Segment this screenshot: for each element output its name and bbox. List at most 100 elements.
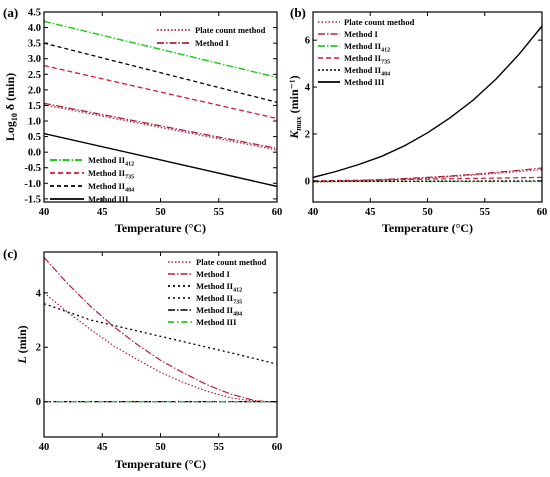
- y-axis-label-rest: (min⁻¹): [287, 75, 301, 116]
- y-tick-label: 1.5: [28, 101, 41, 112]
- legend-entry: Method II735: [344, 53, 390, 66]
- y-tick-label: 3.0: [28, 54, 41, 65]
- legend-entry-name: Method II: [88, 181, 126, 191]
- x-tick-label: 55: [480, 207, 491, 218]
- y-tick-label: -0.5: [24, 163, 41, 174]
- series-line-1: [44, 104, 277, 151]
- series-line-2: [44, 102, 277, 150]
- legend-entry: Method I: [344, 29, 378, 39]
- y-axis-label-sub: 10: [10, 113, 19, 121]
- x-axis-label: Temperature (°C): [115, 221, 206, 235]
- chart-panel-2: 40 45 50 55 60 0 2 4 6 (b) Temperature (°C) Kmax (m…: [287, 5, 547, 235]
- x-tick-label: 50: [155, 207, 166, 218]
- legend-entry-name: Plate count method: [344, 17, 415, 27]
- panel-label: (b): [290, 5, 306, 20]
- y-tick-label: 1.0: [28, 117, 41, 128]
- legend-entry: Method I: [196, 269, 230, 279]
- legend-entry: Method II412: [344, 41, 390, 54]
- legend-entry-name: Method II: [344, 41, 382, 51]
- x-tick-label: 50: [155, 442, 166, 453]
- legend-entry: Method II484: [344, 65, 390, 78]
- legend-entry: Plate count method: [195, 25, 266, 35]
- y-axis-label-rest: (min): [15, 325, 29, 356]
- y-axis-label: Kmax (min⁻¹): [287, 75, 303, 139]
- y-axis-label-base: Log: [3, 121, 17, 141]
- legend-entry: Method II412: [88, 155, 134, 168]
- y-axis-label-base: L: [15, 356, 29, 364]
- plot-frame: [43, 251, 278, 438]
- legend-entry-sub: 412: [125, 162, 134, 168]
- x-axis-label: Temperature (°C): [382, 221, 473, 235]
- legend-entry: Plate count method: [196, 257, 267, 267]
- x-tick-label: 60: [272, 207, 283, 218]
- y-tick-label: 4.0: [28, 23, 41, 34]
- legend-entry-name: Method II: [196, 305, 234, 315]
- y-tick-label: 0.0: [28, 148, 41, 159]
- legend-entry: Method II412: [196, 281, 242, 294]
- legend-entry-name: Method I: [195, 38, 229, 48]
- legend-entry-name: Method I: [344, 29, 378, 39]
- legend-entry: Method I: [195, 38, 229, 48]
- series-line-6: [44, 132, 277, 188]
- y-tick-label: 4.5: [28, 8, 41, 19]
- y-tick-label: 0: [36, 397, 41, 408]
- x-tick-label: 45: [97, 207, 108, 218]
- legend-entry-name: Method I: [196, 269, 230, 279]
- y-tick-label: 2.5: [28, 70, 41, 81]
- y-tick-label: 2.0: [28, 85, 41, 96]
- y-tick-label: -1.5: [24, 194, 41, 205]
- legend-entry: Method III: [88, 194, 129, 204]
- legend-entry-name: Method II: [196, 281, 234, 291]
- legend-entry-name: Method III: [196, 317, 237, 327]
- legend-entry-sub: 484: [125, 188, 134, 194]
- panel-label: (c): [3, 246, 17, 261]
- legend-entry-name: Method III: [88, 194, 129, 204]
- series-line-3: [44, 20, 277, 79]
- legend-entry-name: Method II: [344, 53, 382, 63]
- y-axis-label-base: K: [287, 130, 301, 140]
- x-tick-label: 55: [214, 207, 225, 218]
- legend-entry-sub: 735: [233, 300, 242, 306]
- legend-entry-sub: 484: [381, 72, 390, 78]
- legend-entry-sub: 412: [381, 48, 390, 54]
- legend-entry-sub: 735: [125, 175, 134, 181]
- legend-entry: Method II735: [196, 293, 242, 306]
- legend-entry: Method II735: [88, 168, 134, 181]
- x-tick-label: 60: [537, 207, 548, 218]
- legend-entry: Method III: [196, 317, 237, 327]
- x-tick-label: 40: [39, 442, 50, 453]
- series-line-3: [44, 303, 277, 365]
- legend-entry-name: Method II: [88, 155, 126, 165]
- y-tick-label: 3.5: [28, 39, 41, 50]
- legend-entry: Method II484: [196, 305, 242, 318]
- legend-entry-sub: 412: [233, 288, 242, 294]
- legend-entry-name: Method II: [344, 65, 382, 75]
- y-tick-label: 0: [305, 176, 310, 187]
- y-axis-label-rest: δ (min): [3, 73, 17, 113]
- y-tick-label: 0.5: [28, 132, 41, 143]
- y-tick-label: 2: [305, 129, 310, 140]
- x-tick-label: 50: [422, 207, 433, 218]
- x-tick-label: 40: [39, 207, 50, 218]
- series-line-4: [44, 64, 277, 120]
- series-line-2: [44, 256, 277, 403]
- x-tick-label: 40: [308, 207, 319, 218]
- legend-entry-name: Method III: [344, 77, 385, 87]
- chart-panel-1: 40 45 50 55 60 -1.5 -1.0 -0.5 0.0 0.5 1.0 1.5 2.0 2.5…: [3, 5, 282, 235]
- y-axis-label-sub: max: [294, 116, 303, 130]
- series-line-1: [44, 292, 277, 403]
- legend-entry-name: Plate count method: [196, 257, 267, 267]
- legend-entry-sub: 484: [233, 312, 242, 318]
- x-tick-label: 45: [97, 442, 108, 453]
- series-line-6: [313, 25, 542, 179]
- legend-entry-name: Method II: [88, 168, 126, 178]
- legend-top: Plate count method Method I: [157, 25, 266, 48]
- legend-entry: Method III: [344, 77, 385, 87]
- x-tick-label: 45: [365, 207, 376, 218]
- x-tick-label: 55: [214, 442, 225, 453]
- series-line-4: [313, 176, 542, 182]
